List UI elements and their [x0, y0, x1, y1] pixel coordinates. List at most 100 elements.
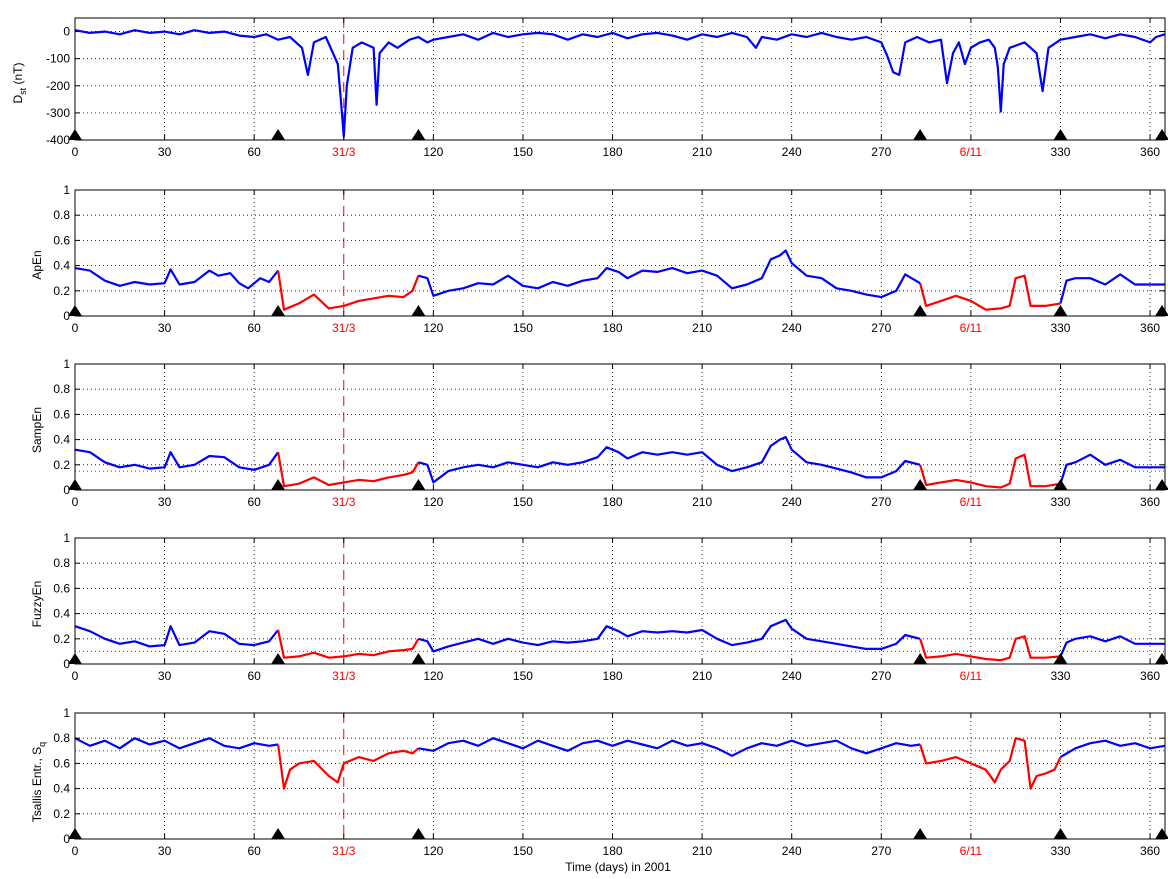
x-tick-label: 30 [158, 495, 172, 509]
x-tick-label: 31/3 [332, 321, 356, 335]
x-tick-label: 360 [1140, 495, 1160, 509]
x-tick-label: 180 [603, 844, 623, 858]
triangle-marker [68, 129, 82, 140]
y-tick-label: -300 [46, 106, 70, 120]
plot-area [75, 190, 1165, 316]
series-normal-line [418, 249, 921, 299]
y-tick-label: 0.8 [53, 731, 70, 745]
series-normal-line [418, 436, 921, 484]
x-tick-label: 31/3 [332, 669, 356, 683]
series-normal-line [74, 625, 279, 648]
triangle-marker [271, 479, 286, 490]
triangle-marker [411, 653, 426, 664]
triangle-marker [271, 653, 286, 664]
y-tick-label: 0.4 [53, 782, 70, 796]
y-tick-label: 0 [63, 25, 70, 39]
series-normal-line [1059, 635, 1165, 657]
x-tick-label: 150 [513, 145, 533, 159]
x-tick-label: 270 [871, 321, 891, 335]
y-tick-label: 0.4 [53, 259, 70, 273]
y-tick-label: 0.4 [53, 433, 70, 447]
axes-frame [74, 537, 1166, 665]
axes-frame [74, 712, 1166, 840]
triangle-marker [1053, 653, 1068, 664]
series-normal-line [74, 448, 279, 471]
x-tick-label: 120 [423, 321, 443, 335]
y-tick-label: 1 [63, 706, 70, 720]
triangle-marker [1053, 129, 1068, 140]
x-tick-label: 180 [603, 145, 623, 159]
y-tick-label: 0.8 [53, 556, 70, 570]
x-tick-label: 330 [1050, 495, 1070, 509]
series-normal-line [1059, 273, 1165, 304]
x-tick-label: 240 [782, 844, 802, 858]
triangle-marker [411, 129, 426, 140]
x-tick-label: 6/11 [960, 495, 983, 509]
x-tick-label: 150 [513, 844, 533, 858]
series-storm-line [277, 744, 420, 790]
ylabel-fuzzyen: FuzzyEn [30, 581, 44, 628]
x-tick-label: 210 [692, 669, 712, 683]
x-tick-label: 150 [513, 321, 533, 335]
x-tick-label: 6/11 [960, 669, 983, 683]
triangle-marker [1053, 305, 1068, 316]
y-tick-label: 0.2 [53, 284, 70, 298]
triangle-marker [913, 828, 928, 839]
x-tick-label: 210 [692, 145, 712, 159]
y-tick-label: -400 [46, 133, 70, 147]
x-tick-label: 240 [782, 321, 802, 335]
ylabel-dst-tail: (nT) [11, 62, 25, 87]
triangle-marker [1053, 828, 1068, 839]
y-tick-label: 1 [63, 183, 70, 197]
series-normal-line [418, 737, 921, 757]
triangle-marker [271, 305, 286, 316]
x-tick-label: 31/3 [332, 145, 356, 159]
x-tick-label: 360 [1140, 145, 1160, 159]
y-tick-label: 0.6 [53, 581, 70, 595]
x-tick-label: 180 [603, 669, 623, 683]
y-tick-label: 0.6 [53, 407, 70, 421]
x-tick-label: 6/11 [960, 321, 983, 335]
x-axis-label: Time (days) in 2001 [565, 860, 671, 874]
x-tick-label: 210 [692, 844, 712, 858]
y-tick-label: 0.6 [53, 756, 70, 770]
series-normal-line [74, 737, 279, 750]
triangle-marker [1155, 305, 1168, 316]
x-tick-label: 31/3 [332, 495, 356, 509]
x-tick-label: 30 [158, 669, 172, 683]
triangle-marker [1155, 828, 1168, 839]
x-tick-label: 120 [423, 669, 443, 683]
triangle-marker [913, 129, 928, 140]
ylabel-tsallis: Tsallis Entr., Sq [30, 742, 47, 822]
y-tick-label: 0 [63, 832, 70, 846]
x-tick-label: 240 [782, 669, 802, 683]
x-tick-label: 30 [158, 844, 172, 858]
x-tick-label: 270 [871, 495, 891, 509]
series-normal-line [1059, 739, 1166, 759]
y-tick-label: 0.4 [53, 607, 70, 621]
x-tick-label: 60 [247, 145, 261, 159]
x-tick-label: 6/11 [960, 145, 983, 159]
triangle-marker [68, 479, 82, 490]
y-tick-label: 0.8 [53, 208, 70, 222]
x-tick-label: 30 [158, 321, 172, 335]
panel-dst: Dst (nT) 0 30 60 31/3 120 150 180 210 240 270 6/11… [11, 17, 1168, 159]
triangle-marker [271, 828, 286, 839]
x-tick-label: 360 [1140, 669, 1160, 683]
series-normal-line [74, 29, 1166, 138]
ylabel-dst-sub: st [18, 87, 28, 95]
series-normal-line [74, 267, 279, 290]
svg-text:Tsallis Entr., Sq: Tsallis Entr., Sq [30, 742, 47, 822]
series-storm-line [919, 453, 1061, 489]
x-tick-label: 180 [603, 321, 623, 335]
triangle-marker [913, 653, 928, 664]
x-tick-label: 0 [72, 321, 79, 335]
x-tick-label: 120 [423, 495, 443, 509]
x-tick-label: 120 [423, 145, 443, 159]
x-tick-label: 60 [247, 495, 261, 509]
x-tick-label: 330 [1050, 145, 1070, 159]
series-storm-line [919, 274, 1061, 311]
ylabel-sampen: SampEn [30, 407, 44, 453]
plot-area [75, 713, 1165, 839]
x-tick-label: 0 [72, 495, 79, 509]
